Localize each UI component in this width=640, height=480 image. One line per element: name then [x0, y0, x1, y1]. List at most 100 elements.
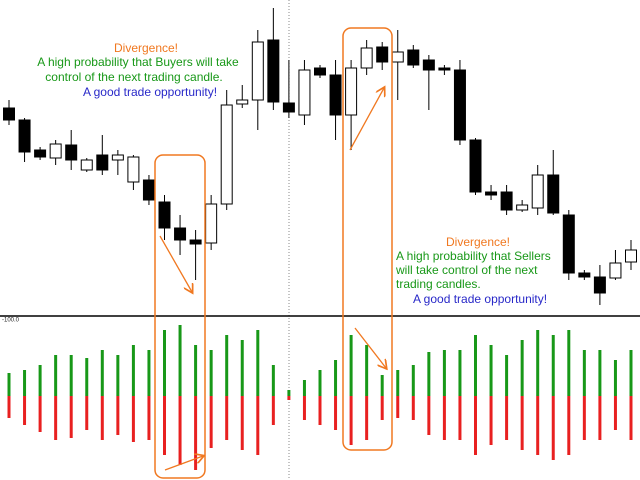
indicator-bar — [271, 365, 275, 396]
indicator-bar — [225, 335, 229, 396]
indicator-bar — [505, 355, 509, 396]
candle-body — [49, 143, 62, 159]
indicator-bar — [489, 345, 493, 396]
indicator-bar — [69, 355, 73, 396]
indicator-bar — [318, 396, 322, 425]
candle-body — [189, 239, 202, 245]
indicator-bar — [318, 370, 322, 396]
candle-body — [469, 139, 482, 193]
indicator-bar — [442, 350, 446, 396]
indicator-bar — [7, 373, 11, 396]
indicator-bar — [613, 360, 617, 396]
indicator-bar — [567, 330, 571, 396]
candle-body — [205, 203, 218, 244]
candle-body — [18, 119, 31, 153]
indicator-bar — [287, 396, 291, 400]
indicator-bar — [629, 350, 633, 396]
candle-body — [34, 149, 47, 158]
indicator-bar — [582, 350, 586, 396]
indicator-bar — [489, 396, 493, 445]
candle-body — [314, 67, 326, 76]
indicator-bar — [131, 345, 135, 396]
annotation-title: Divergence! — [446, 235, 510, 249]
arrow — [164, 456, 203, 471]
annotation-title: Divergence! — [114, 41, 178, 55]
indicator-bar — [380, 396, 384, 420]
indicator-bar — [442, 396, 446, 440]
candle-body — [80, 159, 93, 171]
indicator-bar — [85, 358, 89, 396]
indicator-bar — [225, 396, 229, 440]
candle-body — [329, 74, 342, 116]
indicator-bar — [520, 396, 524, 450]
indicator-bar — [411, 365, 415, 396]
candle-body — [531, 174, 544, 209]
candle-body — [251, 41, 264, 101]
candle-body — [593, 276, 606, 294]
indicator-bar — [209, 350, 213, 396]
indicator-bar — [194, 345, 198, 396]
indicator-bar — [209, 396, 213, 448]
indicator-bar — [598, 350, 602, 396]
indicator-bar — [147, 350, 151, 396]
indicator-bar — [147, 396, 151, 440]
indicator-bar — [551, 335, 555, 396]
indicator-bar — [598, 396, 602, 440]
highlight-box — [342, 27, 393, 451]
indicator-bar — [536, 330, 540, 396]
indicator-bar — [256, 396, 260, 455]
indicator-bar — [38, 396, 42, 432]
candle-body — [547, 174, 560, 214]
indicator-bar — [365, 396, 369, 440]
candle-body — [174, 227, 187, 241]
annotation-text: A good trade opportunity! — [413, 292, 547, 306]
indicator-bar — [520, 340, 524, 396]
indicator-bar — [474, 396, 477, 455]
indicator-bar — [505, 396, 509, 440]
arrow — [159, 235, 192, 292]
indicator-bar — [458, 350, 462, 396]
candle-body — [422, 59, 435, 71]
indicator-bar — [349, 396, 353, 445]
candle-body — [298, 69, 311, 116]
indicator-bar — [427, 352, 431, 396]
indicator-bar — [131, 396, 135, 442]
indicator-bar — [178, 325, 182, 396]
arrow — [349, 88, 384, 151]
candle-body — [127, 156, 140, 183]
indicator-bar — [567, 396, 571, 455]
candle-body — [360, 47, 373, 69]
indicator-bar — [411, 396, 415, 420]
indicator-bar — [365, 345, 369, 396]
indicator-bar — [100, 350, 104, 396]
candle-body — [500, 191, 513, 211]
indicator-bar — [240, 340, 244, 396]
indicator-bar — [396, 396, 400, 418]
candle-body — [220, 104, 233, 205]
candle-body — [158, 201, 171, 229]
candle-body — [578, 272, 591, 278]
candle-body — [65, 144, 78, 161]
annotation-text: A high probability that Buyers will take — [37, 55, 239, 69]
candle-body — [376, 46, 389, 63]
annotation-text: A good trade opportunity! — [83, 85, 217, 99]
annotation-text: will take control of the next — [395, 263, 538, 277]
indicator-bar — [458, 396, 462, 440]
indicator-bar — [100, 396, 104, 440]
candle-body — [345, 67, 358, 116]
marks — [3, 8, 637, 470]
candle-body — [3, 107, 15, 121]
candle-body — [267, 39, 280, 103]
level-label: -100.0 — [2, 318, 20, 324]
indicator-bar — [54, 396, 58, 440]
indicator-bar — [474, 335, 477, 396]
annotation-text: trading candles. — [396, 277, 481, 291]
candle-body — [438, 67, 451, 71]
indicator-bar — [271, 396, 275, 425]
indicator-bar — [116, 355, 120, 396]
indicator-bar — [23, 396, 27, 425]
indicator-bar — [69, 396, 73, 438]
indicator-bar — [302, 396, 306, 420]
candle-body — [282, 102, 295, 113]
